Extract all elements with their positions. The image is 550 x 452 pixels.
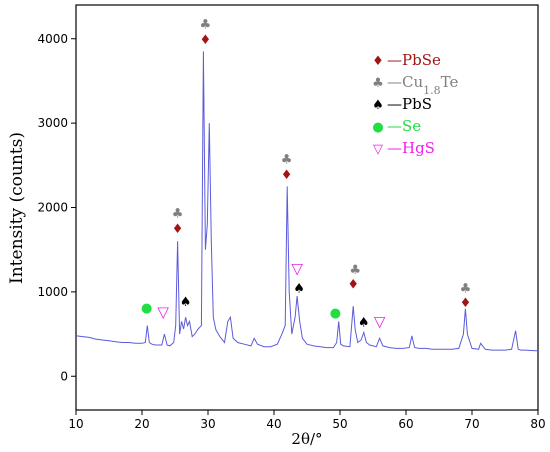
- peak-marker: ♦: [460, 296, 472, 311]
- legend-symbol: ♣: [372, 76, 384, 91]
- x-tick-label: 80: [530, 417, 545, 431]
- legend-symbol: ▽: [373, 142, 383, 157]
- axis-ticks: 10 20 30 40 50 60 70 80 0 1000 2000 3000 4000: [37, 32, 545, 431]
- y-tick-label: 4000: [37, 32, 68, 46]
- peak-marker: ♣: [172, 207, 184, 222]
- y-tick-label: 0: [60, 369, 68, 383]
- x-tick-label: 50: [332, 417, 347, 431]
- legend-item: ▽ —HgS: [373, 139, 435, 157]
- peak-marker: ♠: [293, 282, 305, 297]
- legend-label: —PbS: [387, 95, 432, 113]
- peak-markers: ♦♣♦♣♦♣♦♣♦♣♠♠♠● ●▽▽▽: [141, 18, 471, 331]
- peak-marker: ♣: [281, 153, 293, 168]
- legend-symbol: ●: [372, 120, 383, 135]
- plot-frame: [75, 4, 539, 411]
- x-tick-label: 70: [464, 417, 479, 431]
- x-tick-label: 10: [68, 417, 83, 431]
- y-axis-title: Intensity (counts): [7, 132, 27, 284]
- x-tick-label: 20: [134, 417, 149, 431]
- peak-marker: ♠: [358, 315, 370, 330]
- peak-marker: ●: [330, 306, 341, 321]
- peak-marker: ♦: [347, 277, 359, 292]
- peak-marker: ♣: [349, 263, 361, 278]
- peak-marker: ♠: [180, 295, 192, 310]
- x-axis-title: 2θ/°: [291, 430, 322, 448]
- legend-symbol: ♠: [372, 98, 384, 113]
- peak-marker: ♣: [460, 282, 472, 297]
- legend-item: ● —Se: [372, 117, 421, 135]
- legend-symbol: ♦: [372, 54, 384, 69]
- y-tick-label: 2000: [37, 201, 68, 215]
- legend-label: —Se: [387, 117, 421, 135]
- peak-marker: ▽: [157, 303, 169, 321]
- peak-marker: ▽: [374, 312, 386, 330]
- peak-marker: ●: [141, 301, 152, 316]
- legend-label: —Cu1.8Te: [387, 73, 458, 97]
- legend-item: ♦ —PbSe: [372, 51, 441, 69]
- x-tick-label: 40: [266, 417, 281, 431]
- x-tick-label: 60: [398, 417, 413, 431]
- peak-marker: ♣: [200, 18, 212, 33]
- legend: ♦ —PbSe♣ —Cu1.8Te♠ —PbS● —Se▽ —HgS: [372, 51, 458, 157]
- peak-marker: ♦: [200, 33, 212, 48]
- y-tick-label: 1000: [37, 285, 68, 299]
- legend-label: —HgS: [387, 139, 435, 157]
- xrd-pattern-line: [75, 51, 539, 352]
- legend-label: —PbSe: [387, 51, 441, 69]
- peak-marker: ♦: [281, 168, 293, 183]
- peak-marker: ♦: [172, 222, 184, 237]
- legend-item: ♠ —PbS: [372, 95, 432, 113]
- legend-item: ♣ —Cu1.8Te: [372, 73, 458, 97]
- y-tick-label: 3000: [37, 116, 68, 130]
- x-tick-label: 30: [200, 417, 215, 431]
- peak-marker: ▽: [291, 259, 303, 277]
